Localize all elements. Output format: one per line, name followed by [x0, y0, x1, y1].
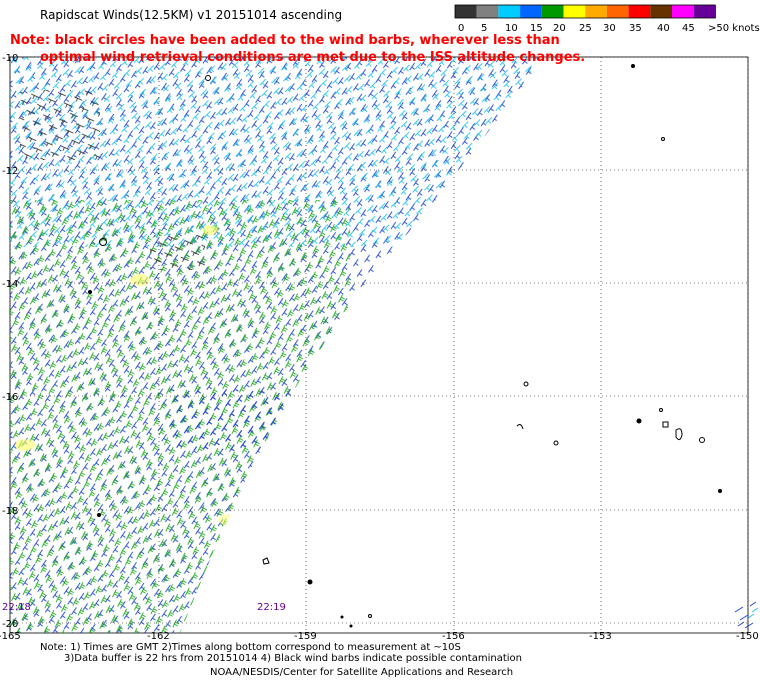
legend-label: 35 — [629, 23, 642, 34]
lat-label: -14 — [2, 279, 18, 290]
legend-label: 20 — [553, 23, 566, 34]
legend-swatch — [563, 5, 586, 18]
legend-label: 5 — [481, 23, 487, 34]
legend-swatch — [650, 5, 672, 18]
legend-swatch — [628, 5, 651, 18]
legend-swatch — [585, 5, 607, 18]
wind-barb-swath-lower-right — [734, 601, 759, 629]
legend-swatch — [476, 5, 499, 18]
contamination-note-line-1: Note: black circles have been added to t… — [10, 33, 560, 48]
map-title: Rapidscat Winds(12.5KM) v1 20151014 asce… — [40, 8, 343, 22]
footer-note-line-2: 3)Data buffer is 22 hrs from 20151014 4)… — [64, 653, 522, 664]
wind-speed-legend: 0 5 10 15 20 25 30 35 40 45 >50 knots — [454, 4, 760, 34]
time-label-end: 22:19 — [257, 602, 286, 613]
legend-swatch — [693, 5, 716, 18]
legend-label: >50 knots — [708, 23, 760, 34]
lat-label: -18 — [2, 506, 18, 517]
footer-note-line-1: Note: 1) Times are GMT 2)Times along bot… — [40, 642, 461, 653]
legend-label: 40 — [657, 23, 670, 34]
legend-swatch — [541, 5, 564, 18]
lat-lon-grid — [9, 56, 749, 633]
lat-label: -16 — [2, 392, 18, 403]
lon-label: -150 — [736, 631, 759, 642]
legend-swatch — [520, 5, 542, 18]
legend-swatch — [606, 5, 629, 18]
lon-label: -165 — [0, 631, 21, 642]
lon-label: -162 — [147, 631, 170, 642]
lon-label: -153 — [589, 631, 612, 642]
islands — [262, 64, 722, 628]
legend-label: 25 — [579, 23, 592, 34]
lon-label: -156 — [442, 631, 465, 642]
legend-swatch — [455, 5, 477, 18]
legend-label: 10 — [505, 23, 518, 34]
lon-label: -159 — [294, 631, 317, 642]
legend-swatch — [672, 5, 694, 18]
time-label-start: 22:18 — [2, 602, 31, 613]
contamination-note-line-2: optimal wind retrieval conditions are me… — [40, 50, 586, 65]
lat-label: -20 — [2, 619, 18, 630]
legend-label: 45 — [682, 23, 695, 34]
legend-label: 15 — [530, 23, 543, 34]
legend-swatch — [498, 5, 521, 18]
lat-label: -12 — [2, 166, 18, 177]
footer-credit: NOAA/NESDIS/Center for Satellite Applica… — [210, 667, 514, 678]
axis-labels: -10 -12 -14 -16 -18 -20-165 -162 -159 -156 -153 -1… — [0, 53, 759, 642]
legend-label: 30 — [603, 23, 616, 34]
wind-barb-swath — [10, 57, 545, 633]
legend-label: 0 — [458, 23, 464, 34]
lat-label: -10 — [2, 53, 18, 64]
